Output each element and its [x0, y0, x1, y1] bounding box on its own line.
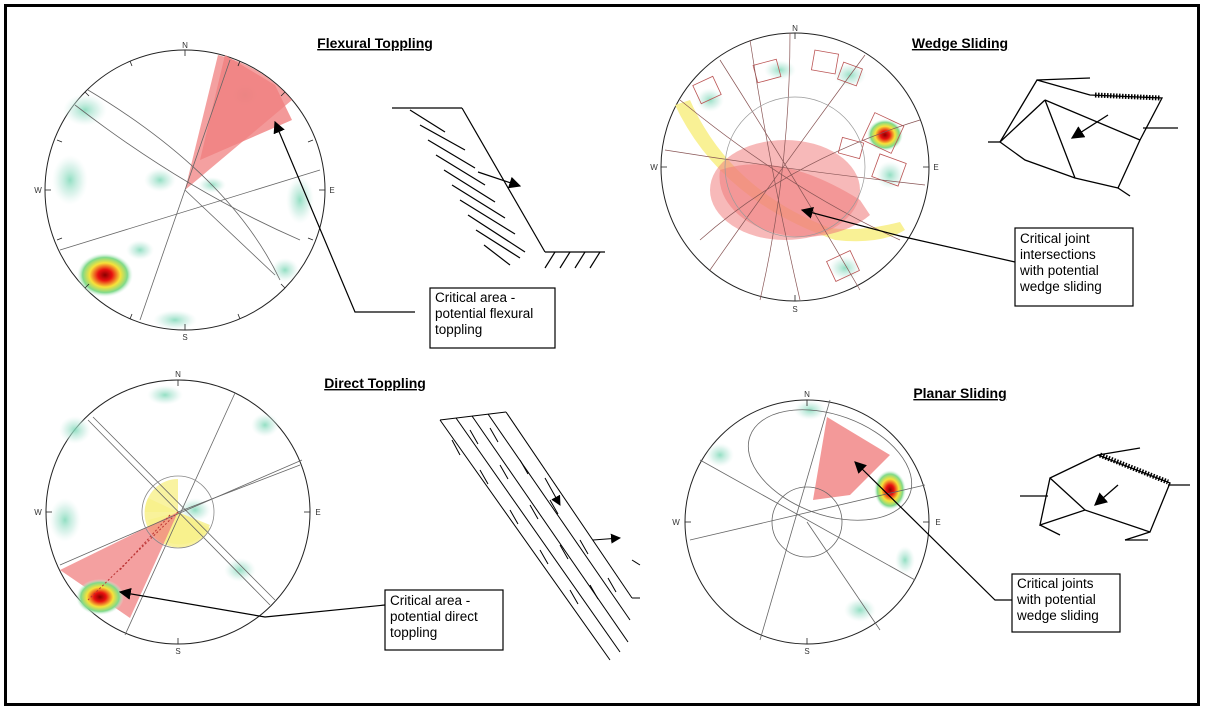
north-label: N [804, 390, 810, 399]
panel-title: Planar Sliding [913, 385, 1006, 401]
south-label: S [804, 647, 809, 656]
west-label: W [672, 518, 680, 527]
leader-arrow [854, 461, 1012, 601]
west-label: W [34, 508, 42, 517]
stereonet-icon [660, 32, 930, 302]
south-label: S [175, 647, 180, 656]
callout-text: Critical area - potential direct topplin… [390, 593, 482, 640]
south-label: S [792, 305, 797, 314]
west-label: W [34, 186, 42, 195]
east-label: E [935, 518, 940, 527]
slope-blocks-sketch [439, 411, 641, 661]
north-label: N [175, 370, 181, 379]
leader-arrow [118, 587, 386, 618]
east-label: E [933, 163, 938, 172]
panel-title: Flexural Toppling [317, 35, 433, 51]
callout-box [429, 287, 556, 349]
stereonet-icon [44, 49, 326, 331]
east-label: E [329, 186, 334, 195]
north-label: N [182, 41, 188, 50]
callout-text: Critical joints with potential wedge sli… [1016, 576, 1100, 623]
north-label: N [792, 24, 798, 33]
panel-title: Direct Toppling [324, 375, 426, 391]
wedge-block-sketch [988, 77, 1178, 197]
callout-text: Critical joint intersections with potent… [1019, 231, 1103, 294]
panel-flexural-toppling: Flexural Toppling [34, 35, 605, 349]
planar-block-sketch [1020, 447, 1190, 541]
panel-wedge-sliding: Wedge Sliding [650, 24, 1178, 314]
panel-planar-sliding: Planar Sliding N [672, 385, 1190, 656]
callout-box [1014, 227, 1134, 307]
callout-box [384, 589, 504, 651]
slope-toppling-sketch [392, 107, 605, 269]
stereonet-icon [45, 379, 311, 645]
leader-arrow [273, 120, 415, 313]
west-label: W [650, 163, 658, 172]
panel-title: Wedge Sliding [912, 35, 1008, 51]
east-label: E [315, 508, 320, 517]
south-label: S [182, 333, 187, 342]
leader-arrow [800, 206, 1016, 263]
panel-direct-toppling: Direct Toppling [34, 370, 641, 661]
callout-box [1011, 573, 1121, 633]
callout-text: Critical area - potential flexural toppl… [435, 290, 537, 337]
stereonet-icon [684, 399, 930, 645]
figure-frame [4, 4, 1200, 706]
